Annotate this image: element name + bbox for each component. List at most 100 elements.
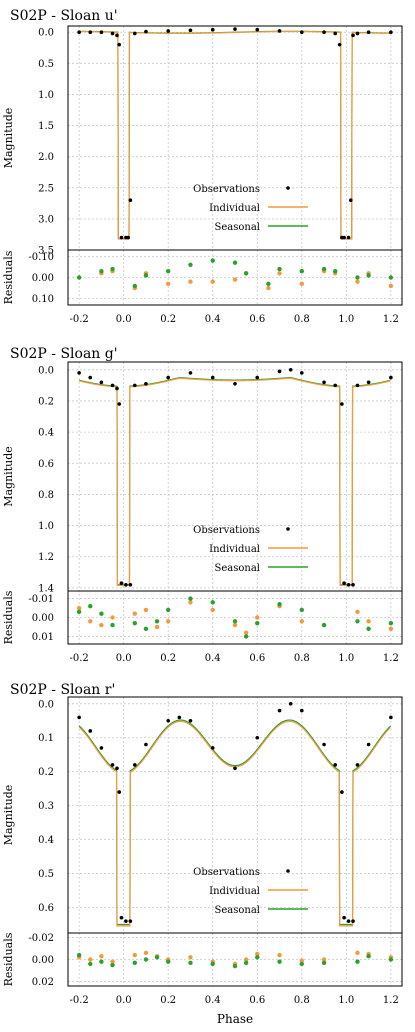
seasonal-residual-point [188, 262, 193, 268]
observation-point [355, 383, 360, 388]
individual-residual-point [321, 957, 327, 962]
residuals-plot-frame [67, 932, 403, 987]
seasonal-residual-point [166, 959, 171, 964]
seasonal-model-line [78, 376, 391, 586]
observation-point [117, 790, 122, 794]
seasonal-residual-point [366, 953, 371, 959]
seasonal-residual-point [188, 596, 193, 601]
individual-residual-point [76, 605, 82, 611]
observation-point [277, 708, 282, 713]
x-tick-label: 0.6 [249, 653, 265, 664]
seasonal-residual-point [321, 960, 327, 966]
observation-point [351, 582, 355, 587]
y-tick-label: 0.6 [38, 903, 54, 914]
observation-point [177, 715, 182, 720]
legend-label: Observations [193, 867, 260, 878]
observation-point [210, 375, 215, 380]
observation-point [355, 31, 360, 36]
observation-point [119, 915, 124, 920]
individual-residual-point [243, 957, 249, 962]
observation-point [342, 235, 346, 240]
seasonal-residual-point [388, 620, 394, 626]
chart-panel-1: S02P - Sloan u'0.00.51.01.52.02.53.03.5-… [2, 8, 403, 325]
observation-point [99, 746, 104, 750]
seasonal-residual-point [277, 959, 282, 964]
y-tick-label: 0.2 [38, 396, 54, 407]
y-tick-label: 0.4 [38, 428, 54, 439]
individual-residual-point [88, 957, 93, 962]
observation-point [351, 919, 355, 923]
observation-point [340, 402, 344, 406]
observation-point [77, 30, 81, 35]
individual-residual-point [210, 607, 215, 613]
residuals-y-tick-label: 0.10 [32, 294, 54, 305]
observation-point [255, 27, 260, 32]
individual-residual-point [355, 279, 360, 284]
seasonal-residual-point [232, 619, 238, 624]
chart-title: S02P - Sloan u' [10, 8, 118, 24]
seasonal-residual-point [76, 609, 82, 615]
observation-point [126, 235, 130, 240]
observation-point [333, 763, 338, 767]
observation-point [110, 763, 115, 767]
x-tick-label: 1.0 [338, 653, 354, 664]
observation-point [188, 371, 193, 375]
seasonal-residual-point [355, 959, 360, 964]
individual-residual-point [188, 279, 193, 284]
observation-point [115, 766, 119, 771]
observation-point [128, 198, 133, 203]
observation-point [333, 31, 338, 36]
seasonal-residual-point [232, 963, 238, 969]
observation-point [389, 715, 393, 720]
observation-point [110, 383, 115, 388]
seasonal-residual-point [110, 962, 115, 968]
observation-point [288, 367, 293, 372]
observation-point [322, 30, 326, 35]
seasonal-residual-point [132, 283, 137, 289]
seasonal-residual-point [366, 626, 371, 632]
x-tick-label: 0.0 [116, 314, 132, 325]
main-plot-frame [67, 696, 403, 934]
observation-point [166, 29, 170, 33]
seasonal-residual-point [299, 961, 304, 967]
legend-label: Individual [209, 886, 260, 897]
observation-point [119, 581, 124, 586]
individual-residual-point [188, 955, 193, 960]
seasonal-residual-point [366, 273, 371, 278]
individual-residual-point [143, 607, 149, 613]
x-tick-label: 0.2 [160, 653, 176, 664]
observation-point [337, 42, 342, 47]
residuals-y-tick-label: 0.00 [32, 613, 54, 624]
x-tick-label: 1.2 [383, 314, 399, 325]
y-tick-label: 0.5 [38, 59, 54, 70]
legend-observations-marker [286, 186, 290, 190]
observation-point [115, 386, 119, 391]
x-tick-label: 0.0 [116, 653, 132, 664]
observation-point [288, 701, 293, 706]
observation-point [322, 380, 326, 385]
seasonal-residual-point [76, 275, 82, 280]
residuals-y-tick-label: -0.02 [28, 933, 54, 944]
individual-residual-point [299, 958, 304, 963]
individual-residual-point [277, 271, 282, 276]
seasonal-residual-point [110, 622, 115, 628]
y-tick-label: 2.5 [38, 183, 54, 194]
seasonal-residual-point [299, 268, 304, 274]
individual-residual-point [110, 615, 115, 620]
y-tick-label: 0.0 [38, 699, 54, 710]
y-tick-label: 1.5 [38, 121, 54, 132]
observation-point [300, 30, 304, 35]
seasonal-residual-point [188, 960, 193, 966]
y-tick-label: 2.0 [38, 152, 54, 163]
legend-observations-marker [286, 527, 290, 531]
x-tick-label: 0.6 [249, 995, 265, 1006]
seasonal-residual-point [210, 961, 215, 967]
individual-residual-point [299, 281, 304, 287]
individual-residual-point [366, 619, 371, 624]
seasonal-residual-point [232, 260, 238, 265]
individual-residual-point [255, 615, 260, 620]
individual-residual-point [132, 952, 137, 958]
seasonal-residual-point [110, 266, 115, 272]
observation-point [346, 582, 351, 587]
x-tick-label: 0.8 [294, 995, 310, 1006]
